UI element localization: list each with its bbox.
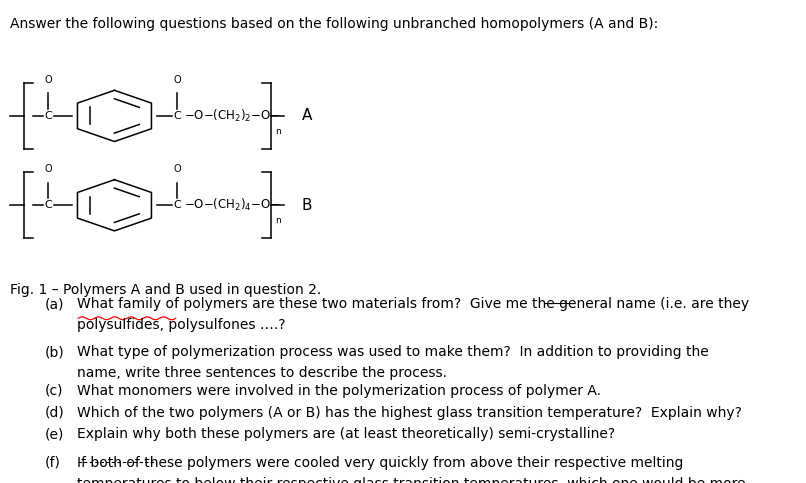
Text: B: B bbox=[301, 198, 312, 213]
Text: O: O bbox=[44, 74, 52, 85]
Text: C: C bbox=[44, 111, 52, 121]
Text: (b): (b) bbox=[44, 345, 64, 359]
Text: (e): (e) bbox=[44, 427, 64, 441]
Text: C: C bbox=[44, 200, 52, 210]
Text: polysulfides, polysulfones ….?: polysulfides, polysulfones ….? bbox=[77, 318, 285, 332]
Text: Fig. 1 – Polymers A and B used in question 2.: Fig. 1 – Polymers A and B used in questi… bbox=[10, 283, 321, 297]
Text: O: O bbox=[173, 164, 181, 174]
Text: name, write three sentences to describe the process.: name, write three sentences to describe … bbox=[77, 366, 447, 380]
Text: $-$O$-$(CH$_2$)$_{2}$$-$O$-$: $-$O$-$(CH$_2$)$_{2}$$-$O$-$ bbox=[184, 108, 280, 124]
Text: n: n bbox=[275, 216, 280, 225]
Text: O: O bbox=[173, 74, 181, 85]
Text: $-$O$-$(CH$_2$)$_{4}$$-$O$-$: $-$O$-$(CH$_2$)$_{4}$$-$O$-$ bbox=[184, 197, 280, 213]
Text: What monomers were involved in the polymerization process of polymer A.: What monomers were involved in the polym… bbox=[77, 384, 600, 398]
Text: (f): (f) bbox=[44, 456, 60, 470]
Text: Answer the following questions based on the following unbranched homopolymers (A: Answer the following questions based on … bbox=[10, 17, 658, 31]
Text: (c): (c) bbox=[44, 384, 63, 398]
Text: C: C bbox=[173, 111, 181, 121]
Text: (a): (a) bbox=[44, 297, 64, 311]
Text: O: O bbox=[44, 164, 52, 174]
Text: (d): (d) bbox=[44, 406, 64, 420]
Text: Explain why both these polymers are (at least theoretically) semi-crystalline?: Explain why both these polymers are (at … bbox=[77, 427, 615, 441]
Text: What family of polymers are these two materials from?  Give me the general name : What family of polymers are these two ma… bbox=[77, 297, 749, 311]
Text: n: n bbox=[275, 127, 280, 136]
Text: C: C bbox=[173, 200, 181, 210]
Text: temperatures to below their respective glass transition temperatures, which one : temperatures to below their respective g… bbox=[77, 477, 746, 483]
Text: A: A bbox=[301, 108, 312, 124]
Text: Which of the two polymers (A or B) has the highest glass transition temperature?: Which of the two polymers (A or B) has t… bbox=[77, 406, 742, 420]
Text: If both of these polymers were cooled very quickly from above their respective m: If both of these polymers were cooled ve… bbox=[77, 456, 683, 470]
Text: What type of polymerization process was used to make them?  In addition to provi: What type of polymerization process was … bbox=[77, 345, 708, 359]
